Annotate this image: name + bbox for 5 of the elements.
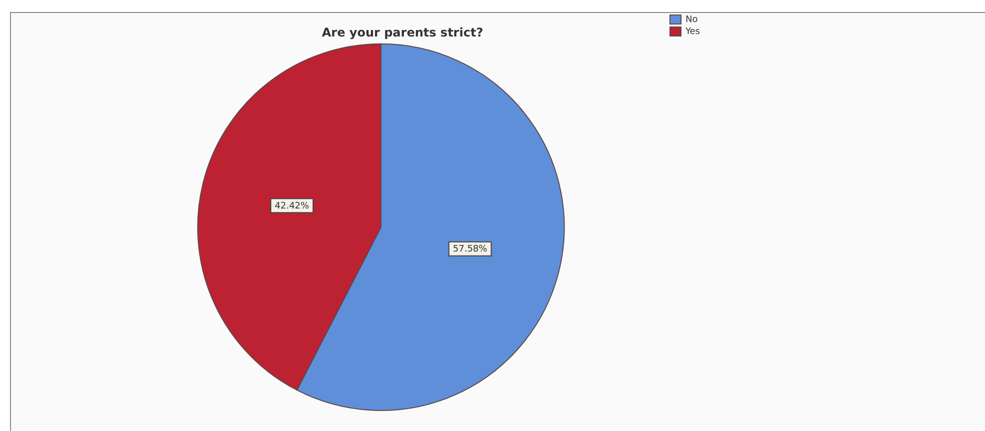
data-label: 57.58%: [452, 244, 488, 255]
legend-label: Yes: [684, 26, 700, 37]
legend-label: No: [685, 14, 698, 25]
data-label: 42.42%: [274, 201, 310, 212]
text: Are your parents strict?: [322, 25, 484, 40]
